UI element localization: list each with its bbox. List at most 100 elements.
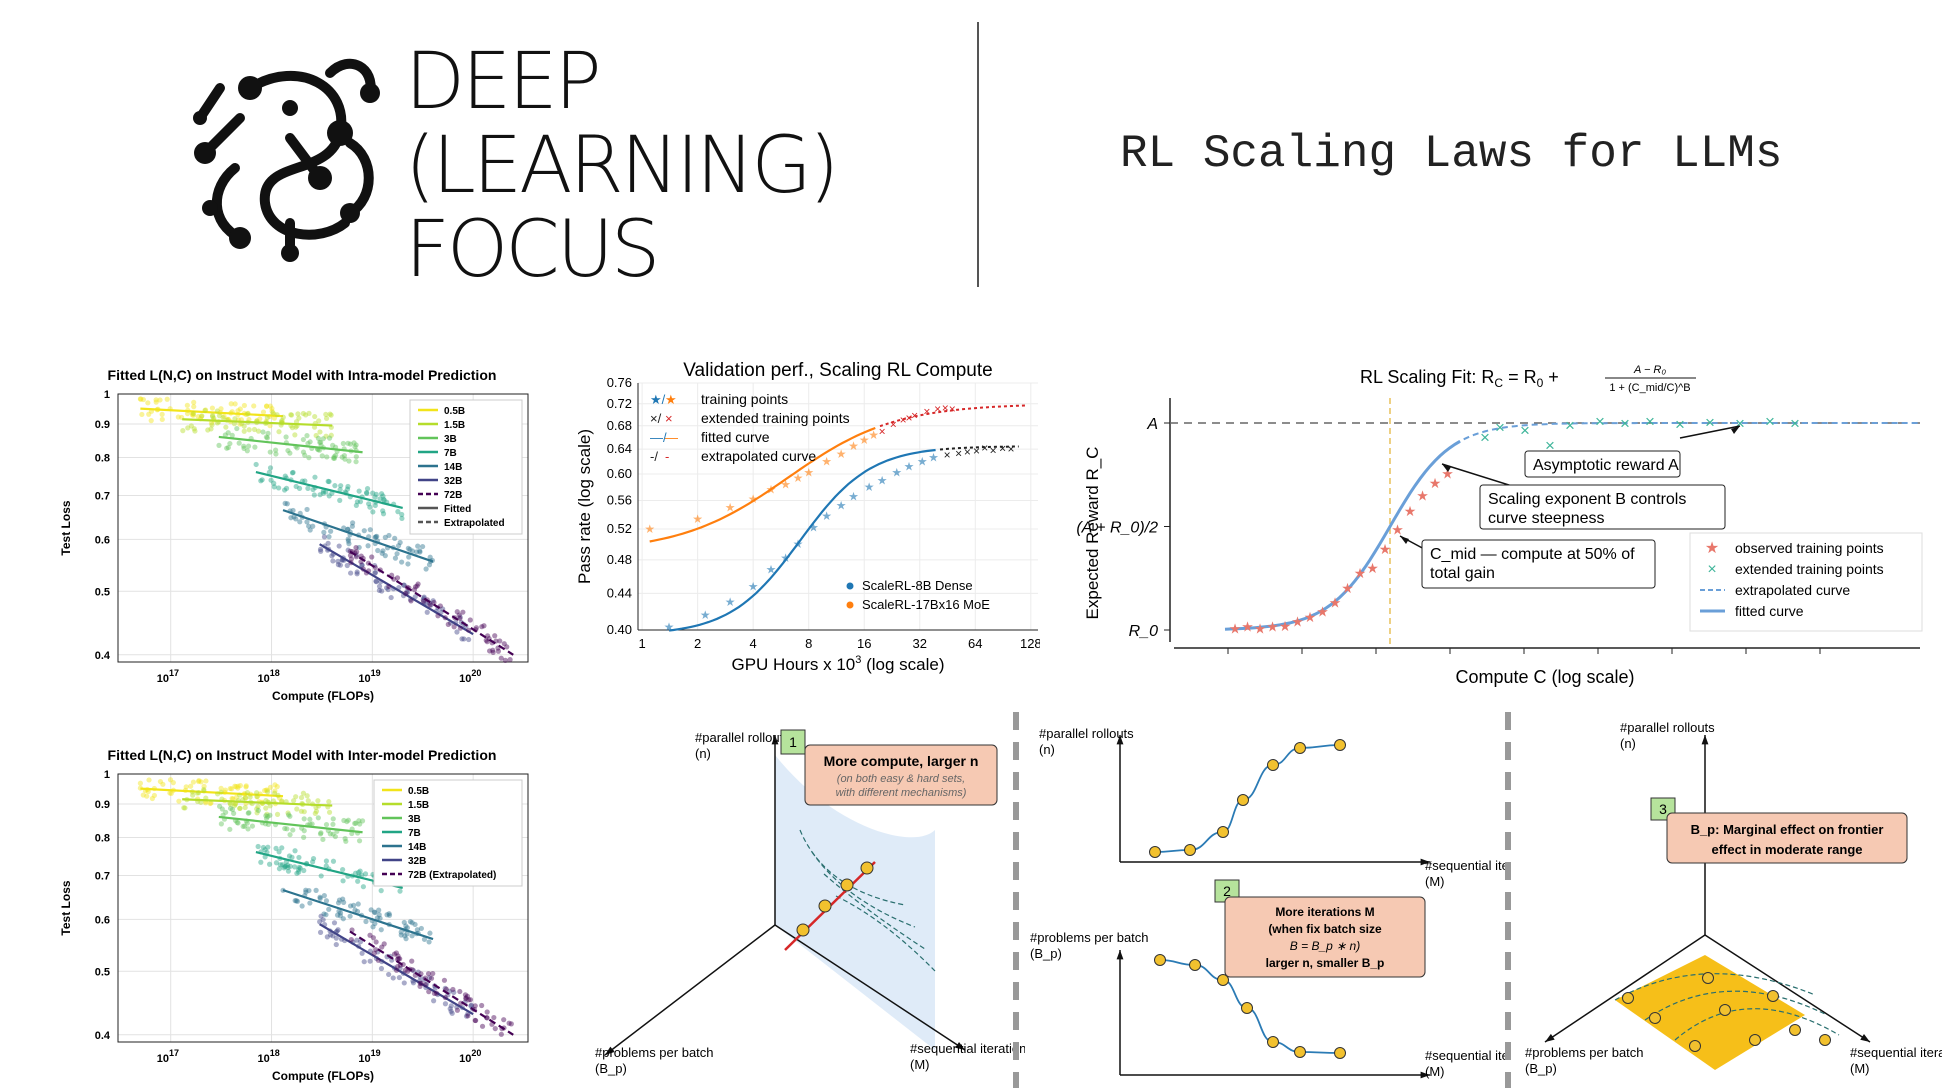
data-point [407,546,413,553]
data-point [380,508,386,514]
data-point [276,429,282,435]
data-point [501,641,507,647]
x-tick-label: 1017 [157,1048,179,1065]
fit-line [319,923,474,1016]
data-point [227,826,233,832]
series-moe: ★★★★★ ★ ★ ★★★★ ★★ × × ××× × × × × [644,401,1026,543]
data-point [207,800,213,807]
arrow-head [1442,464,1451,472]
data-point [254,810,260,816]
data-point [456,612,462,618]
data-point [317,919,323,925]
extended-point: × [923,404,930,418]
data-point [302,452,308,458]
axis-problems [604,924,776,1056]
data-point [225,430,231,436]
page-title: RL Scaling Laws for LLMs [1120,128,1783,180]
extended-point: × [944,448,951,462]
data-point [502,657,508,663]
series-14b [280,887,434,945]
data-point [321,534,328,540]
legend-symbol: × [665,411,673,426]
data-point [285,447,291,454]
data-point [270,410,276,416]
data-point [318,913,324,919]
data-point [457,614,463,620]
observed-point: ★ [1229,621,1242,637]
data-point [271,484,277,490]
badge-1 [780,729,806,755]
data-point [265,813,271,819]
observed-point: ★ [1379,541,1392,557]
legend-box [1689,532,1923,632]
data-point [370,924,376,930]
data-point [463,1013,470,1019]
data-point [237,805,243,812]
data-point [228,401,234,407]
data-point [484,1009,490,1015]
legend-label: 3B [444,434,457,445]
data-point [324,934,330,940]
observed-point: ★ [1404,503,1417,519]
data-point [233,784,239,790]
legend-label: 14B [408,842,426,853]
data-point [300,410,306,417]
data-point [263,787,269,793]
extended-point: × [949,402,956,416]
data-point [427,602,433,608]
data-point [379,944,385,950]
data-point [419,543,426,550]
data-point [307,439,313,445]
data-point [307,527,313,533]
data-point [231,810,237,816]
data-point [266,469,272,475]
data-point [249,823,256,829]
data-point [343,838,349,844]
data-point [370,935,376,941]
data-point [347,552,354,559]
data-point [254,790,260,796]
data-point [302,478,308,484]
data-point [364,486,371,492]
data-point [378,965,385,972]
data-point [412,921,418,928]
data-point [395,509,401,515]
data-point [263,805,269,811]
data-point [355,878,361,884]
marker [1334,1047,1346,1059]
y-tick-label: 0.5 [95,586,110,598]
data-point [346,458,352,464]
data-point [317,439,323,445]
axis-sequential [1704,934,1871,1043]
fit-line [140,407,284,418]
axis-problems-head [605,1046,615,1055]
data-point [209,413,216,420]
data-point [373,534,379,540]
training-point: ★ [780,551,791,565]
data-point [402,933,408,939]
data-point [289,470,296,476]
validation-chart: Validation perf., Scaling RL Compute 1 2 4 8… [575,360,1040,674]
data-point [223,424,229,430]
axis-sequential [774,924,966,1051]
data-point [373,491,379,497]
loss-chart-inter: Fitted L(N,C) on Instruct Model with Int… [59,747,529,1083]
data-point [299,903,305,909]
data-point [341,899,347,905]
data-point [410,968,417,974]
data-point [297,865,303,871]
data-point [445,621,451,627]
data-point [367,958,373,964]
data-point [372,502,378,509]
callout-1-title: More compute, larger n [824,753,979,769]
data-point [403,590,409,597]
data-point [392,535,398,541]
data-point [367,932,373,938]
data-point [386,583,392,590]
data-point [319,453,325,459]
data-point [293,898,299,904]
arrow-head [1731,426,1740,434]
data-point [497,638,503,644]
data-point [380,511,387,517]
data-point [304,433,310,439]
